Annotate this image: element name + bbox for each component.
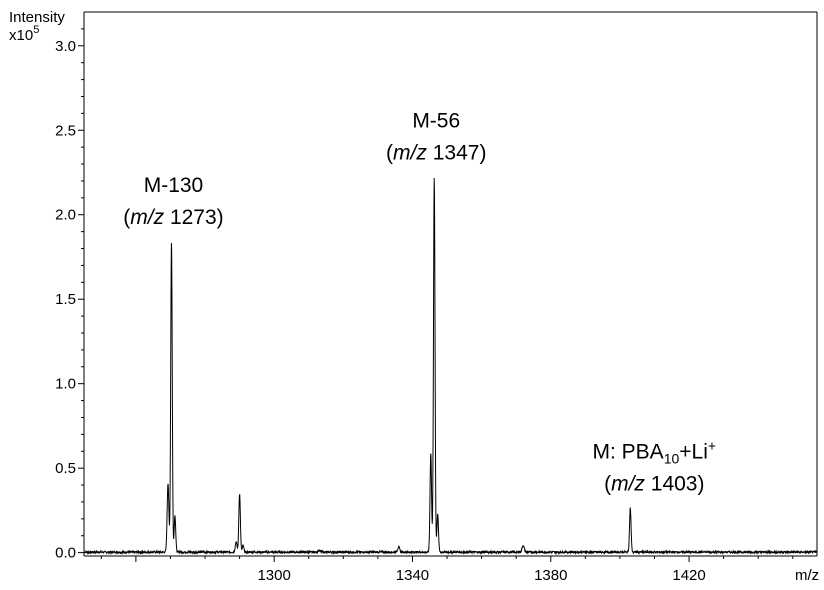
annotation-m56-mz: (m/z 1347) (386, 142, 486, 165)
y-axis-ticks: 0.0 0.5 1.0 1.5 2.0 2.5 3.0 (55, 28, 84, 562)
y-axis-multiplier: x105 (9, 24, 39, 44)
x-tick-label: 1380 (534, 567, 567, 584)
x-tick-label: 1340 (396, 567, 429, 584)
y-tick-label: 2.5 (55, 122, 76, 139)
annotation-m130-label: M-130 (144, 174, 204, 197)
y-tick-label: 3.0 (55, 38, 76, 55)
y-tick-label: 1.0 (55, 376, 76, 393)
spectrum-line (83, 178, 818, 556)
annotation-m56-label: M-56 (412, 110, 460, 133)
y-multiplier-base: x10 (9, 27, 33, 44)
y-multiplier-exponent: 5 (33, 24, 39, 36)
annotation-mpba-label: M: PBA10+Li+ (593, 438, 717, 467)
plot-frame (83, 11, 818, 557)
y-tick-label: 1.5 (55, 291, 76, 308)
y-axis-title: Intensity (9, 9, 65, 26)
annotation-m130-mz: (m/z 1273) (123, 206, 223, 229)
x-axis-title: m/z (795, 567, 819, 584)
annotation-mpba-mz: (m/z 1403) (604, 473, 704, 496)
x-axis-ticks: 1300 1340 1380 1420 (100, 556, 794, 584)
x-tick-label: 1300 (257, 567, 290, 584)
x-tick-label: 1420 (672, 567, 705, 584)
series-group (83, 178, 818, 556)
y-tick-label: 2.0 (55, 207, 76, 224)
y-tick-label: 0.0 (55, 545, 76, 562)
y-tick-label: 0.5 (55, 460, 76, 477)
